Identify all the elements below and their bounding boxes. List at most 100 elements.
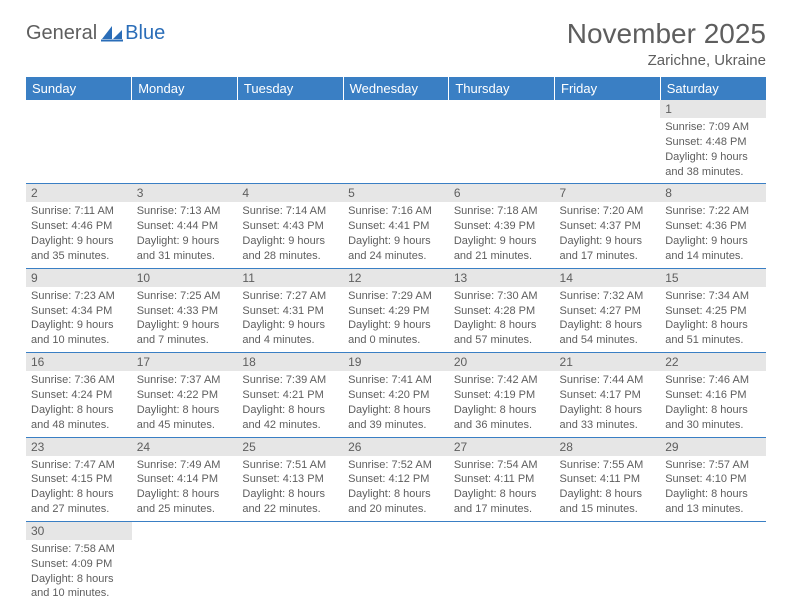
daylight-line2: and 14 minutes.	[665, 249, 761, 264]
weekday-header: Saturday	[660, 77, 766, 100]
day-number: 4	[237, 184, 343, 202]
calendar-cell: 23Sunrise: 7:47 AMSunset: 4:15 PMDayligh…	[26, 437, 132, 521]
day-details: Sunrise: 7:39 AMSunset: 4:21 PMDaylight:…	[237, 371, 343, 436]
daylight-line1: Daylight: 9 hours	[242, 234, 338, 249]
day-number: 8	[660, 184, 766, 202]
calendar-cell	[449, 521, 555, 605]
calendar-table: Sunday Monday Tuesday Wednesday Thursday…	[26, 77, 766, 605]
sunrise-text: Sunrise: 7:42 AM	[454, 373, 550, 388]
calendar-cell	[343, 100, 449, 184]
daylight-line1: Daylight: 8 hours	[137, 487, 233, 502]
calendar-cell: 21Sunrise: 7:44 AMSunset: 4:17 PMDayligh…	[555, 353, 661, 437]
day-number: 22	[660, 353, 766, 371]
sunset-text: Sunset: 4:29 PM	[348, 304, 444, 319]
sunrise-text: Sunrise: 7:39 AM	[242, 373, 338, 388]
sunrise-text: Sunrise: 7:16 AM	[348, 204, 444, 219]
daylight-line1: Daylight: 8 hours	[348, 403, 444, 418]
logo: General Blue	[26, 22, 165, 45]
daylight-line2: and 10 minutes.	[31, 333, 127, 348]
day-details: Sunrise: 7:18 AMSunset: 4:39 PMDaylight:…	[449, 202, 555, 267]
day-details: Sunrise: 7:36 AMSunset: 4:24 PMDaylight:…	[26, 371, 132, 436]
day-details: Sunrise: 7:13 AMSunset: 4:44 PMDaylight:…	[132, 202, 238, 267]
weekday-header: Wednesday	[343, 77, 449, 100]
day-details: Sunrise: 7:34 AMSunset: 4:25 PMDaylight:…	[660, 287, 766, 352]
weekday-header: Thursday	[449, 77, 555, 100]
sunrise-text: Sunrise: 7:29 AM	[348, 289, 444, 304]
calendar-cell: 4Sunrise: 7:14 AMSunset: 4:43 PMDaylight…	[237, 184, 343, 268]
month-title: November 2025	[567, 18, 766, 50]
sunset-text: Sunset: 4:39 PM	[454, 219, 550, 234]
calendar-cell: 19Sunrise: 7:41 AMSunset: 4:20 PMDayligh…	[343, 353, 449, 437]
daylight-line2: and 30 minutes.	[665, 418, 761, 433]
calendar-cell	[237, 521, 343, 605]
daylight-line1: Daylight: 8 hours	[31, 403, 127, 418]
calendar-cell: 29Sunrise: 7:57 AMSunset: 4:10 PMDayligh…	[660, 437, 766, 521]
day-details: Sunrise: 7:20 AMSunset: 4:37 PMDaylight:…	[555, 202, 661, 267]
sunset-text: Sunset: 4:09 PM	[31, 557, 127, 572]
daylight-line1: Daylight: 8 hours	[665, 403, 761, 418]
calendar-cell: 1Sunrise: 7:09 AMSunset: 4:48 PMDaylight…	[660, 100, 766, 184]
sunset-text: Sunset: 4:15 PM	[31, 472, 127, 487]
daylight-line2: and 31 minutes.	[137, 249, 233, 264]
day-number: 23	[26, 438, 132, 456]
daylight-line1: Daylight: 9 hours	[348, 318, 444, 333]
calendar-cell: 20Sunrise: 7:42 AMSunset: 4:19 PMDayligh…	[449, 353, 555, 437]
sunrise-text: Sunrise: 7:58 AM	[31, 542, 127, 557]
daylight-line1: Daylight: 9 hours	[665, 234, 761, 249]
daylight-line2: and 54 minutes.	[560, 333, 656, 348]
daylight-line1: Daylight: 9 hours	[665, 150, 761, 165]
day-details: Sunrise: 7:55 AMSunset: 4:11 PMDaylight:…	[555, 456, 661, 521]
calendar-cell: 24Sunrise: 7:49 AMSunset: 4:14 PMDayligh…	[132, 437, 238, 521]
daylight-line2: and 10 minutes.	[31, 586, 127, 601]
logo-text-general: General	[26, 22, 97, 45]
sunrise-text: Sunrise: 7:46 AM	[665, 373, 761, 388]
day-number: 26	[343, 438, 449, 456]
sunrise-text: Sunrise: 7:09 AM	[665, 120, 761, 135]
daylight-line2: and 48 minutes.	[31, 418, 127, 433]
daylight-line1: Daylight: 9 hours	[137, 318, 233, 333]
day-number: 20	[449, 353, 555, 371]
daylight-line1: Daylight: 9 hours	[560, 234, 656, 249]
calendar-cell	[132, 100, 238, 184]
sunrise-text: Sunrise: 7:18 AM	[454, 204, 550, 219]
daylight-line1: Daylight: 8 hours	[454, 403, 550, 418]
sunset-text: Sunset: 4:34 PM	[31, 304, 127, 319]
daylight-line1: Daylight: 8 hours	[137, 403, 233, 418]
calendar-cell: 10Sunrise: 7:25 AMSunset: 4:33 PMDayligh…	[132, 268, 238, 352]
calendar-cell: 3Sunrise: 7:13 AMSunset: 4:44 PMDaylight…	[132, 184, 238, 268]
sunrise-text: Sunrise: 7:14 AM	[242, 204, 338, 219]
calendar-week: 30Sunrise: 7:58 AMSunset: 4:09 PMDayligh…	[26, 521, 766, 605]
daylight-line1: Daylight: 8 hours	[560, 318, 656, 333]
day-details: Sunrise: 7:23 AMSunset: 4:34 PMDaylight:…	[26, 287, 132, 352]
day-details: Sunrise: 7:58 AMSunset: 4:09 PMDaylight:…	[26, 540, 132, 605]
day-number: 29	[660, 438, 766, 456]
day-number: 12	[343, 269, 449, 287]
daylight-line1: Daylight: 8 hours	[31, 487, 127, 502]
day-number: 27	[449, 438, 555, 456]
daylight-line2: and 25 minutes.	[137, 502, 233, 517]
sunset-text: Sunset: 4:13 PM	[242, 472, 338, 487]
day-details: Sunrise: 7:41 AMSunset: 4:20 PMDaylight:…	[343, 371, 449, 436]
sunrise-text: Sunrise: 7:25 AM	[137, 289, 233, 304]
daylight-line2: and 42 minutes.	[242, 418, 338, 433]
sunrise-text: Sunrise: 7:13 AM	[137, 204, 233, 219]
daylight-line2: and 28 minutes.	[242, 249, 338, 264]
sunrise-text: Sunrise: 7:22 AM	[665, 204, 761, 219]
daylight-line1: Daylight: 9 hours	[348, 234, 444, 249]
calendar-week: 9Sunrise: 7:23 AMSunset: 4:34 PMDaylight…	[26, 268, 766, 352]
sunrise-text: Sunrise: 7:34 AM	[665, 289, 761, 304]
weekday-row: Sunday Monday Tuesday Wednesday Thursday…	[26, 77, 766, 100]
sunrise-text: Sunrise: 7:36 AM	[31, 373, 127, 388]
sunset-text: Sunset: 4:21 PM	[242, 388, 338, 403]
day-number: 25	[237, 438, 343, 456]
calendar-cell	[132, 521, 238, 605]
calendar-week: 16Sunrise: 7:36 AMSunset: 4:24 PMDayligh…	[26, 353, 766, 437]
calendar-cell: 26Sunrise: 7:52 AMSunset: 4:12 PMDayligh…	[343, 437, 449, 521]
day-details: Sunrise: 7:27 AMSunset: 4:31 PMDaylight:…	[237, 287, 343, 352]
calendar-page: General Blue November 2025 Zarichne, Ukr…	[0, 0, 792, 605]
title-block: November 2025 Zarichne, Ukraine	[567, 18, 766, 69]
day-number: 5	[343, 184, 449, 202]
daylight-line2: and 27 minutes.	[31, 502, 127, 517]
calendar-cell	[555, 100, 661, 184]
daylight-line2: and 38 minutes.	[665, 165, 761, 180]
